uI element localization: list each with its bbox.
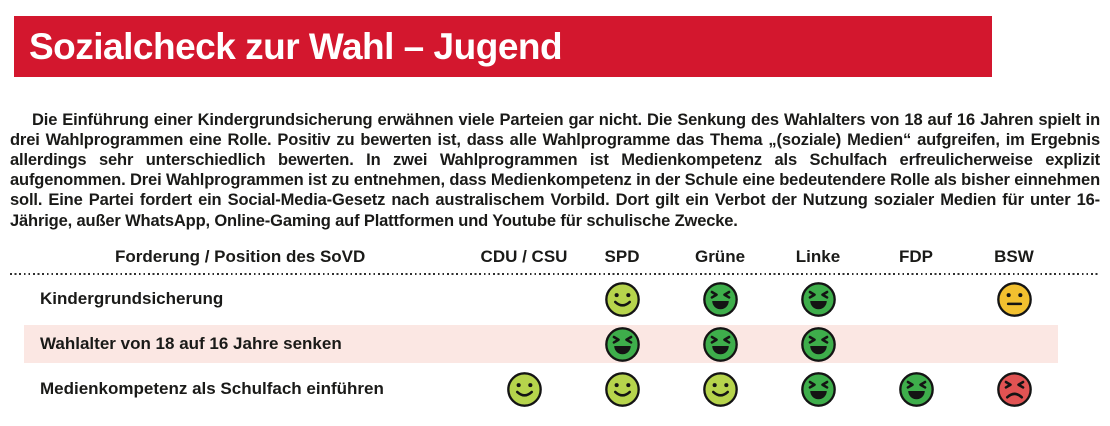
smile-face-icon xyxy=(604,371,640,407)
table-body: Kindergrundsicherung Wahlalter von 18 auf… xyxy=(10,275,1100,413)
laugh-face-icon xyxy=(604,326,640,362)
laugh-face-icon xyxy=(800,371,836,407)
column-header-party: CDU / CSU xyxy=(480,247,568,266)
smile-face-icon xyxy=(604,281,640,317)
rating-cell xyxy=(475,365,573,413)
rating-cell xyxy=(671,275,769,323)
rating-cell xyxy=(965,275,1063,323)
rating-cell xyxy=(671,325,769,363)
row-label: Kindergrundsicherung xyxy=(40,289,224,308)
laugh-face-icon xyxy=(800,281,836,317)
rating-cell xyxy=(965,365,1063,413)
neutral-face-icon xyxy=(996,281,1032,317)
rating-table: Forderung / Position des SoVD CDU / CSU S… xyxy=(10,245,1100,413)
column-header-party: Grüne xyxy=(694,247,746,266)
row-label: Medienkompetenz als Schulfach einführen xyxy=(40,379,384,398)
rating-cell xyxy=(475,325,573,363)
rating-cell xyxy=(573,275,671,323)
smile-face-icon xyxy=(506,371,542,407)
laugh-face-icon xyxy=(800,326,836,362)
rating-cell xyxy=(573,325,671,363)
laugh-face-icon xyxy=(702,326,738,362)
dotted-divider xyxy=(10,273,1100,275)
laugh-face-icon xyxy=(898,371,934,407)
table-row: Kindergrundsicherung xyxy=(10,275,1100,323)
rating-cell xyxy=(867,275,965,323)
rating-cell xyxy=(769,325,867,363)
title-banner: Sozialcheck zur Wahl – Jugend xyxy=(14,16,992,77)
page-title: Sozialcheck zur Wahl – Jugend xyxy=(29,25,563,67)
rating-cell xyxy=(769,275,867,323)
table-row: Wahlalter von 18 auf 16 Jahre senken xyxy=(10,325,1100,363)
column-header-party: SPD xyxy=(604,247,640,266)
rating-cell xyxy=(867,325,965,363)
column-header-party: BSW xyxy=(994,247,1034,266)
rating-cell xyxy=(965,325,1063,363)
rating-cell xyxy=(769,365,867,413)
table-row: Medienkompetenz als Schulfach einführen xyxy=(10,365,1100,413)
laugh-face-icon xyxy=(702,281,738,317)
row-label: Wahlalter von 18 auf 16 Jahre senken xyxy=(40,334,342,353)
intro-paragraph: Die Einführung einer Kindergrundsicherun… xyxy=(10,110,1100,230)
column-header-party: FDP xyxy=(899,247,933,266)
smile-face-icon xyxy=(702,371,738,407)
rating-cell xyxy=(475,275,573,323)
angry-face-icon xyxy=(996,371,1032,407)
column-header-party: Linke xyxy=(795,247,841,266)
rating-cell xyxy=(867,365,965,413)
column-header-label: Forderung / Position des SoVD xyxy=(115,247,366,266)
rating-cell xyxy=(573,365,671,413)
rating-cell xyxy=(671,365,769,413)
table-header-row: Forderung / Position des SoVD CDU / CSU S… xyxy=(10,245,1100,269)
